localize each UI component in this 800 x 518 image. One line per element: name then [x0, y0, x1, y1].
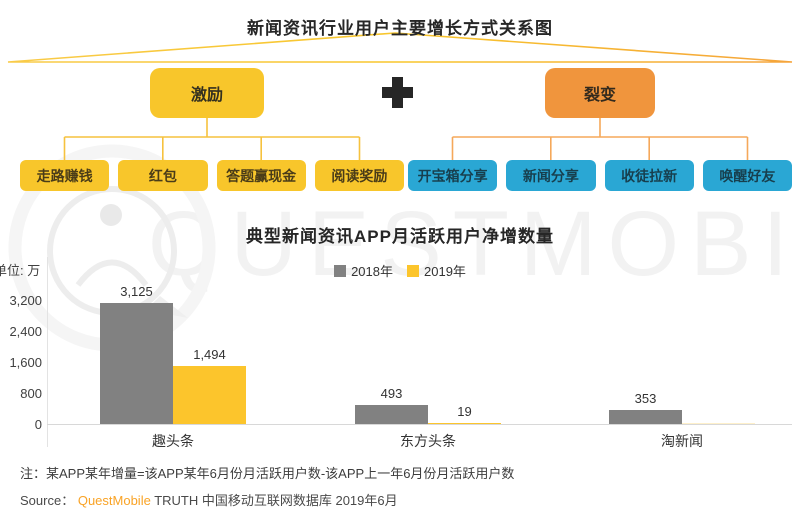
- y-tick-label: 1,600: [9, 355, 42, 370]
- bar-2019年-趣头条: [173, 366, 246, 424]
- child-box: 红包: [118, 160, 208, 191]
- bar-2018年-趣头条: [100, 303, 173, 424]
- group-box-fission: 裂变: [545, 68, 655, 118]
- legend-swatch: [334, 264, 347, 277]
- y-tick-label: 3,200: [9, 293, 42, 308]
- bar-2019年-东方头条: [428, 423, 501, 424]
- chart-title: 典型新闻资讯APP月活跃用户净增数量: [246, 227, 554, 246]
- y-tick-label: 0: [34, 417, 42, 432]
- diagram-title: 新闻资讯行业用户主要增长方式关系图: [247, 19, 553, 38]
- bar-value-label: 353: [634, 391, 657, 406]
- incentive-children-row: 走路赚钱 红包 答题赢现金 阅读奖励: [20, 160, 404, 191]
- y-axis-unit-label: 单位: 万: [0, 263, 41, 278]
- category-label: 东方头条: [400, 433, 456, 449]
- legend-item: 2018年: [334, 261, 393, 280]
- bar-value-label: 3,125: [120, 284, 153, 299]
- child-box: 走路赚钱: [20, 160, 110, 191]
- footnote: 注：某APP某年增量=该APP某年6月份月活跃用户数-该APP上一年6月份月活跃…: [20, 466, 515, 481]
- child-box: 开宝箱分享: [408, 160, 498, 191]
- questmobile-watermark-text: QUESTMOBILE: [148, 193, 800, 295]
- child-box: 新闻分享: [506, 160, 596, 191]
- bar-value-label: 1,494: [193, 347, 226, 362]
- bar-2018年-淘新闻: [609, 410, 682, 424]
- child-box: 阅读奖励: [314, 160, 404, 191]
- y-tick-label: 800: [20, 386, 42, 401]
- bar-value-label: 19: [457, 404, 472, 419]
- legend-label: 2019年: [424, 264, 466, 279]
- category-label: 淘新闻: [661, 433, 703, 449]
- right-group-connector: [451, 117, 749, 160]
- chart-legend: 2018年 2019年: [0, 261, 800, 280]
- y-tick-label: 2,400: [9, 324, 42, 339]
- legend-swatch: [407, 264, 419, 277]
- group-box-incentive: 激励: [150, 68, 264, 118]
- source-rest: TRUTH 中国移动互联网数据库 2019年6月: [150, 493, 398, 508]
- fission-children-row: 开宝箱分享 新闻分享 收徒拉新 唤醒好友: [408, 160, 792, 191]
- source-line: Source： QuestMobile TRUTH 中国移动互联网数据库 201…: [20, 490, 398, 509]
- bar-value-label: 493: [380, 386, 403, 401]
- bar-2018年-东方头条: [355, 405, 428, 424]
- source-brand: QuestMobile: [77, 493, 151, 508]
- left-group-connector: [63, 118, 361, 160]
- source-label: Source：: [20, 493, 75, 508]
- legend-item: 2019年: [407, 261, 466, 280]
- plus-icon: [382, 77, 413, 108]
- y-axis-line: [47, 257, 48, 447]
- x-axis-line: [47, 424, 792, 425]
- child-box: 唤醒好友: [702, 160, 792, 191]
- legend-label: 2018年: [351, 264, 393, 279]
- child-box: 收徒拉新: [604, 160, 694, 191]
- category-label: 趣头条: [152, 433, 194, 449]
- child-box: 答题赢现金: [216, 160, 306, 191]
- triangle-connector: [7, 32, 793, 63]
- bar-2019年-淘新闻: [682, 423, 755, 424]
